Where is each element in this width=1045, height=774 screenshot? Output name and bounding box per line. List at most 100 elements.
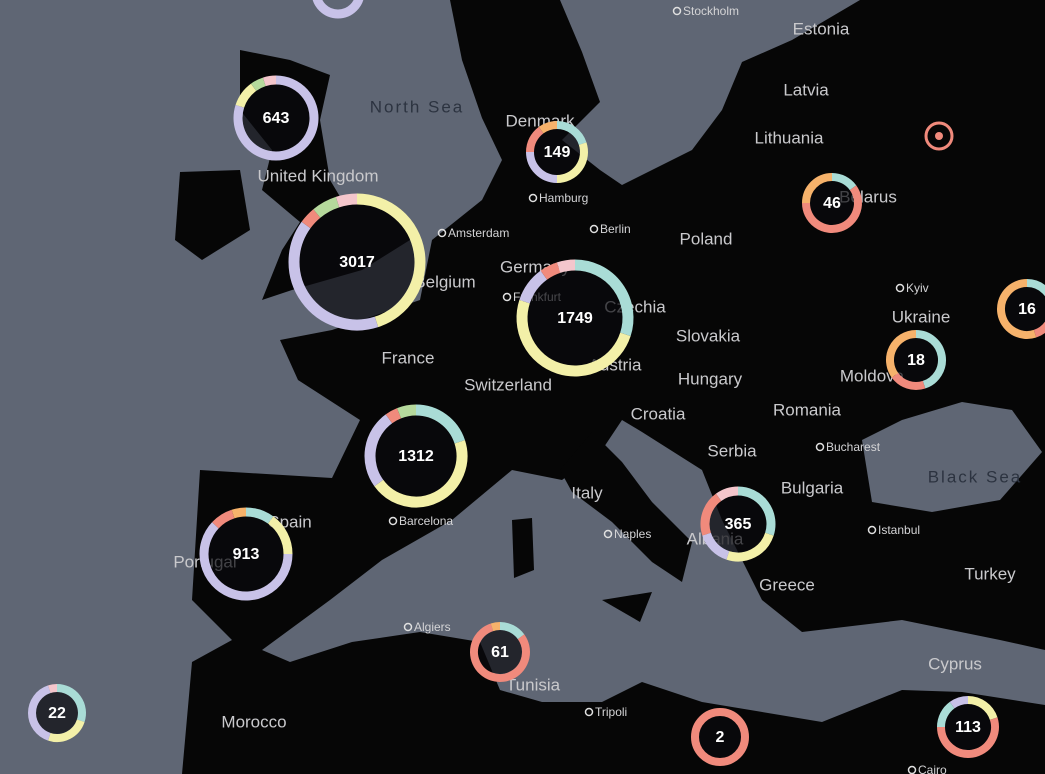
- cluster-count: 18: [907, 352, 925, 369]
- city-dot: [672, 6, 682, 16]
- country-label: Belgium: [414, 272, 475, 291]
- cluster-segment: [199, 522, 293, 601]
- cluster-center: [527, 270, 623, 366]
- city-label[interactable]: Bucharest: [826, 440, 881, 454]
- city-dot: [895, 283, 905, 293]
- cluster-count: 1749: [557, 310, 593, 327]
- city-label[interactable]: Stockholm: [683, 4, 739, 18]
- cluster[interactable]: 61: [470, 622, 530, 682]
- cluster-segment: [737, 486, 776, 536]
- cluster-segment: [356, 193, 426, 328]
- cluster-segment: [1033, 321, 1045, 338]
- city-dot: [528, 193, 538, 203]
- mediterranean: [262, 420, 1045, 722]
- sardinia: [512, 518, 534, 578]
- cluster-count: 61: [491, 644, 509, 661]
- cluster-segment: [415, 404, 465, 444]
- cluster-center: [375, 415, 457, 497]
- city-dot: [867, 525, 877, 535]
- city-label[interactable]: Naples: [614, 527, 651, 541]
- city-label[interactable]: Berlin: [600, 222, 631, 236]
- offscreen-cluster: [312, 0, 364, 19]
- city-label[interactable]: Algiers: [414, 620, 451, 634]
- country-label: Poland: [680, 229, 733, 248]
- cluster[interactable]: 1312: [364, 404, 468, 508]
- cluster-segment: [374, 440, 468, 508]
- sicily: [602, 592, 652, 622]
- country-label: United Kingdom: [258, 166, 379, 185]
- cluster-segment: [335, 193, 358, 208]
- cluster-segment: [519, 270, 548, 304]
- cluster-count: 149: [544, 144, 571, 161]
- atlantic: [0, 0, 502, 774]
- city-label[interactable]: Barcelona: [399, 514, 453, 528]
- country-label: Lithuania: [754, 128, 824, 147]
- cluster-segment: [997, 279, 1037, 339]
- cluster-segment: [397, 404, 417, 419]
- cluster-segment: [831, 173, 857, 191]
- cluster-segment: [802, 185, 862, 233]
- cluster-center: [242, 84, 310, 152]
- city-label[interactable]: Istanbul: [878, 523, 920, 537]
- cluster[interactable]: 2: [691, 708, 749, 766]
- country-label: France: [382, 348, 435, 367]
- cluster-segment: [301, 209, 321, 229]
- cluster-segment: [691, 708, 749, 766]
- city-label[interactable]: Tripoli: [595, 705, 627, 719]
- city-dot: [603, 529, 613, 539]
- cluster-count: 46: [823, 195, 841, 212]
- cluster-center: [534, 129, 580, 175]
- cluster-center: [1005, 287, 1045, 331]
- cluster-segment: [802, 173, 833, 204]
- cluster-center: [208, 516, 284, 592]
- cluster-center: [36, 692, 78, 734]
- cluster-center: [709, 495, 767, 553]
- cluster[interactable]: 18: [886, 330, 946, 390]
- city-label[interactable]: Amsterdam: [448, 226, 509, 240]
- cluster-segment: [556, 142, 588, 183]
- cluster-center: [945, 704, 991, 750]
- cluster[interactable]: 46: [802, 173, 862, 233]
- baltic-sea: [560, 0, 860, 185]
- city-dot: [502, 292, 512, 302]
- cluster-center: [699, 716, 741, 758]
- cluster-count: 643: [263, 110, 290, 127]
- city-dot: [403, 622, 413, 632]
- country-label: Greece: [759, 575, 815, 594]
- city-label[interactable]: Cairo: [918, 763, 947, 774]
- cluster[interactable]: 113: [937, 696, 999, 758]
- country-label: Tunisia: [506, 675, 561, 694]
- cluster[interactable]: 643: [233, 75, 319, 161]
- location-marker: [924, 121, 954, 151]
- cluster-segment: [526, 126, 544, 153]
- cluster-segment: [28, 685, 51, 741]
- cluster[interactable]: 149: [526, 121, 588, 183]
- cluster[interactable]: 365: [700, 486, 776, 562]
- cluster[interactable]: 3017: [288, 193, 426, 331]
- country-label: Croatia: [631, 404, 686, 423]
- country-label: Serbia: [707, 441, 757, 460]
- cluster-center: [894, 338, 938, 382]
- cluster[interactable]: 913: [199, 507, 293, 601]
- cluster-segment: [891, 372, 926, 390]
- cluster-segment: [949, 696, 969, 709]
- cluster-count: 22: [48, 705, 66, 722]
- cluster-segment: [1026, 279, 1045, 297]
- cluster-segment: [470, 623, 530, 682]
- cluster-segment: [262, 75, 277, 87]
- cluster[interactable]: 1749: [516, 259, 634, 377]
- black-sea: [862, 402, 1042, 512]
- cluster-center: [810, 181, 854, 225]
- cluster-segment: [538, 121, 558, 134]
- cluster[interactable]: 22: [28, 684, 86, 742]
- cluster-segment: [540, 262, 561, 280]
- cluster-segment: [715, 486, 739, 502]
- cluster-segment: [556, 259, 576, 273]
- sea-label: North Sea: [370, 97, 465, 116]
- city-label[interactable]: Kyiv: [906, 281, 929, 295]
- cluster-segment: [288, 221, 379, 331]
- sea-label: Black Sea: [928, 467, 1023, 486]
- cluster[interactable]: 16: [997, 279, 1045, 339]
- city-label[interactable]: Hamburg: [539, 191, 588, 205]
